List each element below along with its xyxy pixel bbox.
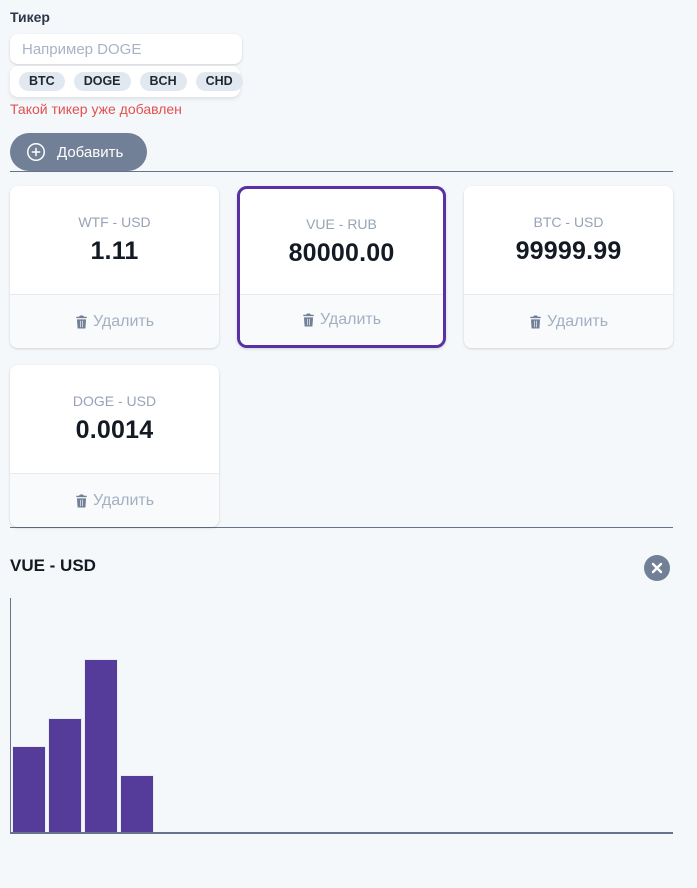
card-pair-label: VUE - RUB [306, 215, 377, 232]
plus-circle-icon [25, 141, 47, 163]
chart-bar [12, 746, 46, 832]
card-price: 0.0014 [75, 416, 154, 444]
price-bar-chart [10, 598, 673, 834]
delete-ticker-button[interactable]: Удалить [10, 473, 219, 527]
card-price: 1.11 [90, 237, 139, 265]
add-ticker-section: Тикер BTC DOGE BCH CHD Такой тикер уже д… [10, 9, 673, 171]
divider [10, 171, 673, 172]
close-graph-button[interactable] [644, 555, 670, 581]
trash-icon [302, 313, 315, 327]
trash-icon [75, 494, 88, 508]
suggestion-chip-chd[interactable]: CHD [195, 71, 243, 92]
ticker-cards-grid: WTF - USD 1.11 Удалить VUE - RUB 80000.0… [10, 186, 673, 527]
divider [10, 527, 673, 528]
card-pair-label: WTF - USD [78, 214, 151, 230]
chart-bar [120, 775, 154, 832]
ticker-card-btc-usd[interactable]: BTC - USD 99999.99 Удалить [464, 186, 673, 348]
chart-bar [48, 718, 82, 832]
delete-button-label: Удалить [546, 312, 609, 330]
duplicate-ticker-error: Такой тикер уже добавлен [10, 101, 182, 117]
suggestion-chip-btc[interactable]: BTC [19, 71, 65, 92]
price-graph-section: VUE - USD [10, 555, 673, 834]
card-body: BTC - USD 99999.99 [464, 186, 673, 294]
suggestion-chip-bch[interactable]: BCH [139, 71, 187, 92]
delete-button-label: Удалить [319, 311, 382, 328]
ticker-suggestions: BTC DOGE BCH CHD [10, 66, 243, 97]
ticker-card-vue-rub[interactable]: VUE - RUB 80000.00 Удалить [237, 186, 446, 348]
close-icon [651, 562, 663, 574]
ticker-card-wtf-usd[interactable]: WTF - USD 1.11 Удалить [10, 186, 219, 348]
add-ticker-button[interactable]: Добавить [10, 133, 148, 171]
ticker-card-doge-usd[interactable]: DOGE - USD 0.0014 Удалить [10, 365, 219, 527]
delete-button-label: Удалить [92, 312, 155, 330]
card-body: VUE - RUB 80000.00 [240, 189, 443, 294]
add-button-label: Добавить [57, 143, 124, 161]
delete-ticker-button[interactable]: Удалить [240, 294, 443, 345]
card-price: 80000.00 [288, 238, 395, 267]
ticker-input[interactable] [10, 34, 242, 64]
delete-button-label: Удалить [92, 491, 155, 509]
card-body: WTF - USD 1.11 [10, 186, 219, 294]
trash-icon [75, 315, 88, 329]
graph-title: VUE - USD [10, 556, 96, 575]
chart-bar [84, 659, 118, 832]
card-pair-label: DOGE - USD [72, 393, 157, 409]
card-body: DOGE - USD 0.0014 [10, 365, 219, 473]
delete-ticker-button[interactable]: Удалить [464, 294, 673, 348]
trash-icon [529, 315, 542, 329]
card-pair-label: BTC - USD [533, 214, 604, 230]
suggestion-chip-doge[interactable]: DOGE [73, 71, 131, 92]
app-page: Тикер BTC DOGE BCH CHD Такой тикер уже д… [10, 9, 673, 834]
delete-ticker-button[interactable]: Удалить [10, 294, 219, 348]
card-price: 99999.99 [515, 237, 622, 265]
ticker-field-label: Тикер [10, 9, 50, 25]
